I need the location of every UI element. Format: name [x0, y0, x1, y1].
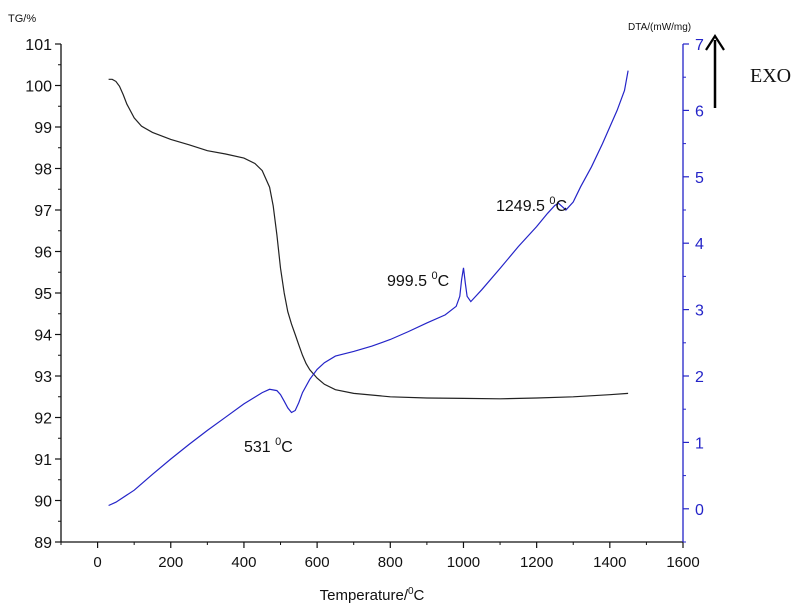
x-axis-label-tail: C — [414, 587, 425, 604]
annotation-1249: 1249.5 0C — [496, 195, 567, 215]
exo-arrow — [705, 33, 725, 108]
y-right-tick-label: 0 — [695, 502, 704, 519]
x-tick-label: 1000 — [447, 554, 480, 571]
x-axis-label: Temperature/0C — [320, 586, 425, 604]
y-left-tick-label: 90 — [34, 494, 52, 511]
annotation-999-sup: 0 — [431, 270, 437, 282]
x-tick-label: 1600 — [666, 554, 699, 571]
y-right-axis-label: DTA/(mW/mg) — [628, 22, 691, 33]
y-left-tick-label: 96 — [34, 245, 52, 262]
x-tick-label: 200 — [158, 554, 183, 571]
annotation-531-base: 531 — [244, 439, 275, 456]
y-right-tick-label: 3 — [695, 303, 704, 320]
x-tick-label: 400 — [231, 554, 256, 571]
y-left-tick-label: 97 — [34, 203, 52, 220]
y-right-tick-label: 5 — [695, 170, 704, 187]
y-right-tick-label: 6 — [695, 103, 704, 120]
annotation-999: 999.5 0C — [387, 270, 449, 290]
x-axis-ticks: 0 200 400 600 800 1000 1200 1400 1600 — [60, 542, 700, 571]
series-line-dta — [108, 70, 629, 507]
y-right-tick-label: 7 — [695, 37, 704, 54]
y-left-tick-label: 100 — [25, 79, 52, 96]
x-tick-label: 0 — [93, 554, 101, 571]
x-axis-label-sup: 0 — [408, 586, 414, 597]
y-left-tick-label: 95 — [34, 286, 52, 303]
y-left-tick-label: 101 — [25, 37, 52, 54]
annotation-999-base: 999.5 — [387, 273, 431, 290]
y-right-tick-label: 2 — [695, 369, 704, 386]
y-left-tick-label: 89 — [34, 535, 52, 552]
y-left-tick-label: 91 — [34, 452, 52, 469]
y-left-axis-ticks: 89 90 91 92 93 94 95 96 97 98 99 100 101 — [25, 37, 61, 552]
annotation-1249-base: 1249.5 — [496, 198, 549, 215]
y-left-tick-label: 99 — [34, 120, 52, 137]
annotation-531: 531 0C — [244, 436, 293, 456]
annotation-1249-tail: C — [556, 198, 568, 215]
annotation-999-tail: C — [438, 273, 450, 290]
series-line-tg — [108, 78, 629, 400]
y-left-tick-label: 98 — [34, 162, 52, 179]
y-right-axis-ticks: 0 1 2 3 4 5 6 7 — [683, 37, 704, 543]
x-axis-label-main: Temperature/ — [320, 587, 409, 604]
exo-label: EXO — [750, 65, 791, 87]
y-right-tick-label: 1 — [695, 435, 704, 452]
x-tick-label: 600 — [305, 554, 330, 571]
y-left-tick-label: 93 — [34, 369, 52, 386]
y-left-axis-label: TG/% — [8, 13, 36, 25]
annotation-531-sup: 0 — [275, 436, 281, 448]
x-tick-label: 1400 — [593, 554, 626, 571]
x-tick-label: 1200 — [520, 554, 553, 571]
y-left-tick-label: 94 — [34, 328, 52, 345]
y-right-tick-label: 4 — [695, 236, 704, 253]
annotation-1249-sup: 0 — [549, 195, 555, 207]
annotation-531-tail: C — [281, 439, 293, 456]
y-left-tick-label: 92 — [34, 411, 52, 428]
x-tick-label: 800 — [378, 554, 403, 571]
